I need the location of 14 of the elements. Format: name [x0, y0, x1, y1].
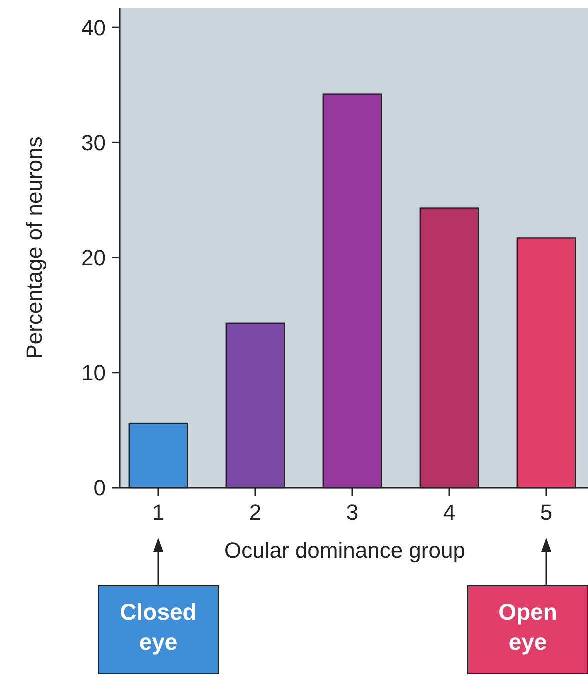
text: Open eye — [498, 599, 558, 655]
y-axis-title: Percentage of neurons — [22, 136, 47, 360]
x-tick-label: 5 — [540, 500, 553, 525]
y-tick-label: 30 — [82, 130, 106, 156]
x-tick-label: 3 — [346, 500, 359, 525]
text: Closed eye — [120, 599, 197, 655]
x-tick-label: 1 — [152, 500, 165, 525]
x-tick-label: 4 — [443, 500, 456, 525]
y-tick-label: 40 — [82, 15, 106, 40]
y-tick-label: 10 — [82, 360, 106, 386]
y-tick-label: 20 — [82, 245, 106, 270]
x-axis-title: Ocular dominance group — [224, 538, 466, 563]
x-tick-label: 2 — [249, 500, 262, 525]
y-tick-label: 0 — [94, 476, 106, 501]
